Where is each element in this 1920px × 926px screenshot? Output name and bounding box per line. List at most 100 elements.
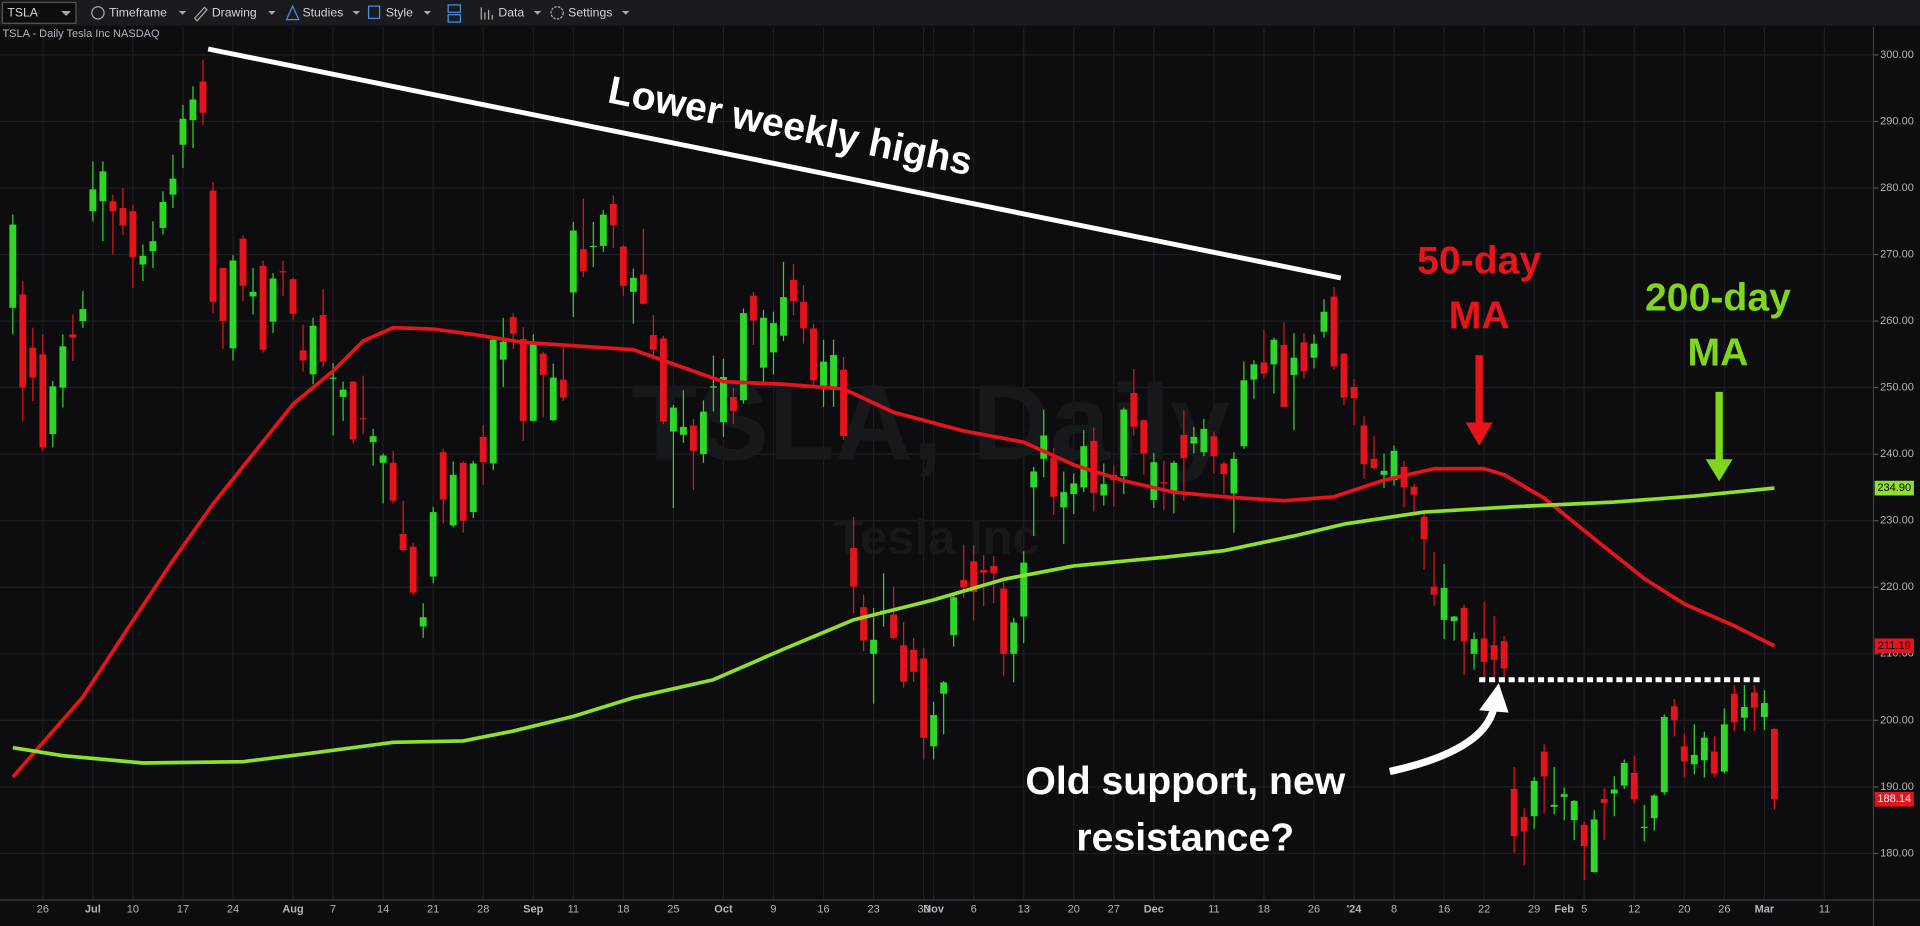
- candle-body: [730, 396, 737, 411]
- candle-body: [209, 190, 217, 302]
- candle-body: [1470, 639, 1478, 654]
- candle-body: [1700, 737, 1708, 761]
- gear-icon: [550, 6, 564, 20]
- trend-line: [207, 46, 1342, 281]
- candle-body: [1090, 440, 1098, 493]
- x-tick-label: 20: [1678, 904, 1690, 916]
- menu-item[interactable]: Style: [386, 6, 413, 20]
- candle-body: [1410, 486, 1418, 495]
- x-tick-label: 13: [1018, 904, 1030, 916]
- candle-body: [659, 338, 667, 422]
- candle-body: [1440, 587, 1448, 620]
- candle-body: [29, 347, 37, 378]
- candle-body: [609, 203, 617, 226]
- x-tick-label: 11: [1208, 904, 1219, 916]
- symbol: TSLA: [7, 6, 38, 20]
- menu-item[interactable]: Studies: [302, 6, 343, 20]
- candle-body: [1330, 296, 1338, 367]
- annotation: MA: [1687, 331, 1748, 374]
- candle-body: [850, 548, 857, 587]
- candle-body: [1720, 724, 1728, 772]
- candle-body: [449, 474, 457, 526]
- candle-body: [19, 294, 27, 388]
- candle-body: [1140, 420, 1148, 454]
- clock-icon: [91, 6, 105, 20]
- candle-body: [740, 313, 747, 401]
- candle-body: [1770, 729, 1778, 800]
- annotation: MA: [1449, 295, 1510, 338]
- candle-body: [149, 241, 157, 252]
- candle-body: [1670, 706, 1678, 721]
- candle-body: [579, 249, 587, 272]
- annotation: 200-day: [1645, 276, 1791, 319]
- candle-body: [980, 569, 988, 573]
- menu-item[interactable]: Timeframe: [109, 6, 167, 20]
- dropdown-icon: [268, 11, 276, 15]
- candle-body: [830, 355, 837, 387]
- layout-icon: [447, 14, 462, 23]
- candle-body: [1480, 638, 1488, 662]
- y-tick-label: 200.00: [1880, 714, 1914, 726]
- x-tick-label: 6: [971, 904, 977, 916]
- candle-body: [1200, 428, 1208, 453]
- price-badge: [1874, 638, 1914, 654]
- candle-body: [710, 386, 717, 388]
- candle-body: [699, 411, 707, 455]
- candle-body: [1360, 425, 1368, 465]
- candle-body: [1380, 470, 1388, 475]
- menu-item[interactable]: Drawing: [212, 6, 257, 20]
- x-tick-label: 22: [1478, 904, 1490, 916]
- y-tick-label: 180.00: [1880, 847, 1914, 859]
- candle-body: [1290, 357, 1298, 375]
- x-tick-label: 26: [1718, 904, 1730, 916]
- candle-body: [780, 297, 787, 336]
- x-tick-label: 17: [177, 904, 189, 916]
- candle-body: [1530, 780, 1538, 817]
- candle-body: [539, 353, 547, 375]
- dropdown-icon: [423, 11, 432, 15]
- candle-body: [139, 255, 147, 265]
- x-tick-label: 26: [37, 904, 49, 916]
- x-tick-label: 14: [377, 904, 389, 916]
- candle-body: [1120, 409, 1128, 477]
- candle-body: [9, 224, 17, 308]
- candle-body: [1260, 362, 1268, 374]
- candle-body: [1070, 483, 1078, 495]
- candle-body: [269, 278, 277, 322]
- menu-item[interactable]: Settings: [568, 6, 612, 20]
- x-tick-label: 18: [1258, 904, 1270, 916]
- candle-body: [750, 295, 757, 321]
- candle-body: [1210, 436, 1218, 457]
- symbol-input[interactable]: [1, 1, 77, 24]
- price-badge-label: 211.19: [1878, 640, 1911, 652]
- x-tick-label: Sep: [523, 904, 543, 916]
- menu-item[interactable]: Data: [498, 6, 524, 20]
- x-tick-label: 11: [568, 904, 579, 916]
- candle-body: [1680, 746, 1688, 762]
- candle-body: [1520, 816, 1528, 832]
- candle-body: [679, 426, 687, 435]
- dropdown-icon: [352, 11, 360, 15]
- x-tick-label: 10: [127, 904, 139, 916]
- candle-body: [589, 245, 597, 248]
- candle-body: [489, 339, 497, 464]
- x-tick-label: 24: [227, 904, 239, 916]
- annotation: Old support, new: [1025, 760, 1345, 803]
- candle-body: [1610, 789, 1618, 794]
- candle-body: [1600, 798, 1608, 803]
- candle-body: [1150, 462, 1158, 501]
- x-tick-label: 20: [1068, 904, 1080, 916]
- candle-body: [1300, 342, 1308, 371]
- y-tick-label: 190.00: [1880, 781, 1914, 793]
- candle-body: [900, 645, 908, 682]
- candle-body: [389, 462, 397, 501]
- candle-body: [1630, 772, 1638, 800]
- candle-body: [169, 178, 177, 195]
- candle-body: [1250, 364, 1258, 380]
- candle-body: [639, 274, 647, 304]
- candle-body: [1750, 692, 1758, 708]
- candle-body: [329, 377, 337, 379]
